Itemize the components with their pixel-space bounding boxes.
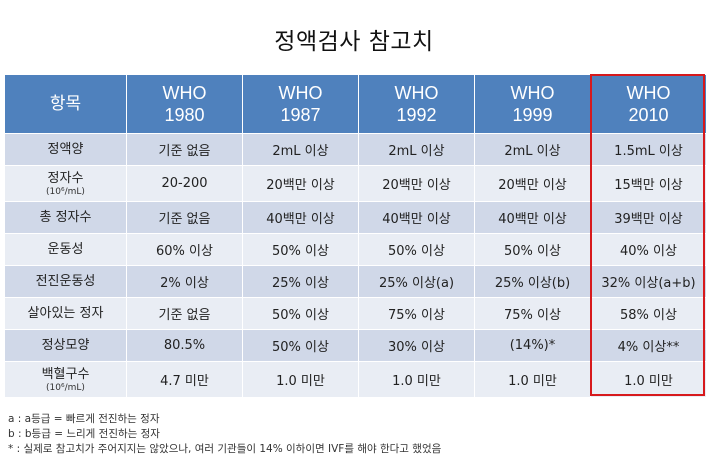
table-cell: 1.0 미만 (242, 361, 359, 398)
table-row: 정상모양 80.5% 50% 이상 30% 이상 (14%)* 4% 이상** (4, 329, 707, 362)
table-cell: 58% 이상 (590, 297, 707, 330)
table-cell: 1.0 미만 (590, 361, 707, 398)
table-cell: 20-200 (126, 165, 243, 202)
table-cell: 기준 없음 (126, 297, 243, 330)
table-row: 전진운동성 2% 이상 25% 이상 25% 이상(a) 25% 이상(b) 3… (4, 265, 707, 298)
table-cell: 60% 이상 (126, 233, 243, 266)
footnote-a: a : a등급 = 빠르게 전진하는 정자 (8, 413, 160, 425)
footnote-b: b : b등급 = 느리게 전진하는 정자 (8, 428, 160, 440)
table-row: 정자수 (10⁶/mL) 20-200 20백만 이상 20백만 이상 20백만 … (4, 165, 707, 202)
table-cell: 50% 이상 (242, 297, 359, 330)
row-label: 백혈구수 (10⁶/mL) (4, 361, 127, 398)
row-label: 정상모양 (4, 329, 127, 362)
table-row: 총 정자수 기준 없음 40백만 이상 40백만 이상 40백만 이상 39백만… (4, 201, 707, 234)
header-who-1992: WHO 1992 (358, 74, 475, 134)
table-cell: 2mL 이상 (242, 133, 359, 166)
table-cell: 25% 이상 (242, 265, 359, 298)
row-label: 정자수 (10⁶/mL) (4, 165, 127, 202)
table-cell: 20백만 이상 (474, 165, 591, 202)
footnote-star: * : 실제로 참고치가 주어지지는 않았으나, 여러 기관들이 14% 이하이… (8, 443, 442, 455)
table-cell: 1.5mL 이상 (590, 133, 707, 166)
table-cell: 75% 이상 (474, 297, 591, 330)
table-cell: 기준 없음 (126, 133, 243, 166)
page-title: 정액검사 참고치 (274, 29, 434, 55)
table-cell: 2mL 이상 (358, 133, 475, 166)
table-header-row: 항목 WHO 1980 WHO 1987 WHO 1992 WHO 1999 WHO 20… (4, 74, 707, 134)
table-cell: 32% 이상(a+b) (590, 265, 707, 298)
table-cell: 4.7 미만 (126, 361, 243, 398)
table-row: 백혈구수 (10⁶/mL) 4.7 미만 1.0 미만 1.0 미만 1.0 미만… (4, 361, 707, 398)
table-cell: 40백만 이상 (474, 201, 591, 234)
reference-table: 항목 WHO 1980 WHO 1987 WHO 1992 WHO 1999 WHO 20… (4, 74, 707, 398)
table-cell: 75% 이상 (358, 297, 475, 330)
header-item: 항목 (4, 74, 127, 134)
table-cell: 50% 이상 (358, 233, 475, 266)
table-cell: 25% 이상(b) (474, 265, 591, 298)
table-cell: 4% 이상** (590, 329, 707, 362)
table-cell: 40% 이상 (590, 233, 707, 266)
table-cell: 50% 이상 (242, 233, 359, 266)
row-label: 총 정자수 (4, 201, 127, 234)
table-row: 살아있는 정자 기준 없음 50% 이상 75% 이상 75% 이상 58% 이… (4, 297, 707, 330)
table-cell: 20백만 이상 (358, 165, 475, 202)
table-cell: (14%)* (474, 329, 591, 362)
table-cell: 기준 없음 (126, 201, 243, 234)
table-cell: 1.0 미만 (358, 361, 475, 398)
header-who-1987: WHO 1987 (242, 74, 359, 134)
row-label: 살아있는 정자 (4, 297, 127, 330)
table-cell: 20백만 이상 (242, 165, 359, 202)
table-cell: 2mL 이상 (474, 133, 591, 166)
header-who-2010: WHO 2010 (590, 74, 707, 134)
table-cell: 40백만 이상 (358, 201, 475, 234)
table-row: 정액양 기준 없음 2mL 이상 2mL 이상 2mL 이상 1.5mL 이상 (4, 133, 707, 166)
table-cell: 25% 이상(a) (358, 265, 475, 298)
row-label: 정액양 (4, 133, 127, 166)
table-cell: 50% 이상 (242, 329, 359, 362)
footnotes: a : a등급 = 빠르게 전진하는 정자 b : b등급 = 느리게 전진하는… (8, 412, 441, 457)
header-who-1980: WHO 1980 (126, 74, 243, 134)
header-who-1999: WHO 1999 (474, 74, 591, 134)
table-cell: 50% 이상 (474, 233, 591, 266)
table-cell: 2% 이상 (126, 265, 243, 298)
row-label: 운동성 (4, 233, 127, 266)
table-cell: 39백만 이상 (590, 201, 707, 234)
table-cell: 80.5% (126, 329, 243, 362)
table-cell: 1.0 미만 (474, 361, 591, 398)
row-label: 전진운동성 (4, 265, 127, 298)
table-cell: 15백만 이상 (590, 165, 707, 202)
table-row: 운동성 60% 이상 50% 이상 50% 이상 50% 이상 40% 이상 (4, 233, 707, 266)
table-cell: 40백만 이상 (242, 201, 359, 234)
table-cell: 30% 이상 (358, 329, 475, 362)
